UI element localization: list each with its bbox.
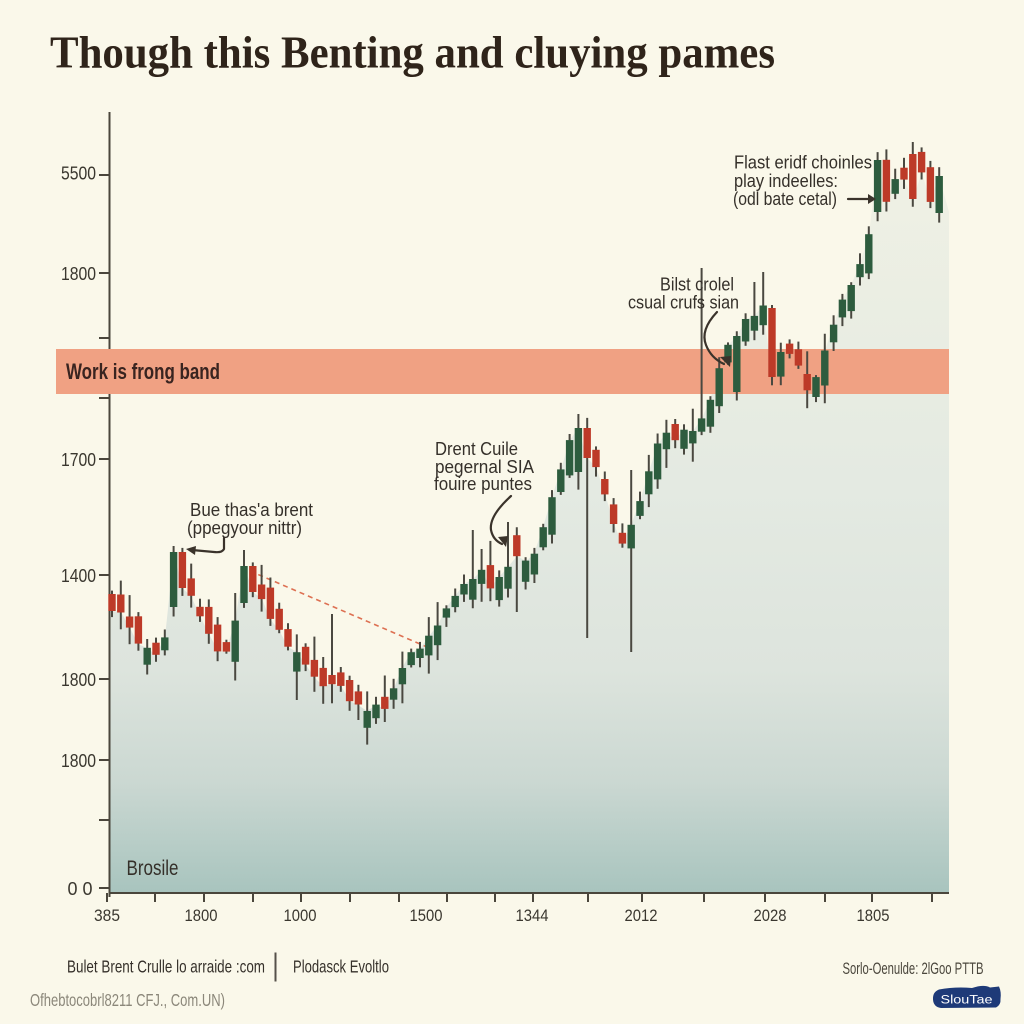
svg-text:fouire puntes: fouire puntes <box>434 474 532 494</box>
svg-text:Flast eridf choinles: Flast eridf choinles <box>734 153 872 173</box>
svg-text:SlouTae: SlouTae <box>941 995 993 1007</box>
svg-text:1800: 1800 <box>61 751 96 771</box>
svg-text:Work is frong band: Work is frong band <box>66 359 220 384</box>
svg-text:1500: 1500 <box>410 906 443 925</box>
svg-text:csual crufs sian: csual crufs sian <box>628 293 739 313</box>
svg-text:0 0: 0 0 <box>68 878 93 899</box>
svg-text:1400: 1400 <box>61 566 96 586</box>
svg-text:385: 385 <box>94 906 120 925</box>
svg-text:Bulet Brent Crulle lo arraide: Bulet Brent Crulle lo arraide :com <box>67 957 265 977</box>
svg-text:1800: 1800 <box>61 670 96 690</box>
svg-text:Though this Benting and cluyin: Though this Benting and cluying pames <box>50 28 775 78</box>
svg-text:Bilst crolel: Bilst crolel <box>660 275 734 295</box>
svg-text:Sorlo-Oenulde: 2lGoo PTTB: Sorlo-Oenulde: 2lGoo PTTB <box>843 959 984 978</box>
svg-text:1800: 1800 <box>61 264 96 284</box>
svg-text:(odl bate cetal): (odl bate cetal) <box>733 189 837 209</box>
svg-text:1800: 1800 <box>185 906 218 925</box>
svg-text:play indeelles:: play indeelles: <box>734 171 838 191</box>
svg-text:Drent Cuile: Drent Cuile <box>435 439 518 459</box>
svg-text:5500: 5500 <box>61 164 96 184</box>
svg-text:2028: 2028 <box>754 906 787 925</box>
svg-text:pegernal SIA: pegernal SIA <box>435 457 534 477</box>
svg-text:1344: 1344 <box>516 906 549 925</box>
svg-text:Bue thas'a brent: Bue thas'a brent <box>190 500 313 520</box>
svg-text:Ofhebtocobrl8211 CFJ., Com.UN): Ofhebtocobrl8211 CFJ., Com.UN) <box>30 990 225 1010</box>
svg-text:1700: 1700 <box>61 450 96 470</box>
svg-text:2012: 2012 <box>625 906 658 925</box>
svg-text:Brosile: Brosile <box>127 857 179 880</box>
svg-text:1000: 1000 <box>284 906 317 925</box>
svg-text:Plodasck Evoltlo: Plodasck Evoltlo <box>293 957 389 977</box>
svg-text:1805: 1805 <box>857 906 890 925</box>
svg-text:(ppegyour nittr): (ppegyour nittr) <box>187 518 302 538</box>
